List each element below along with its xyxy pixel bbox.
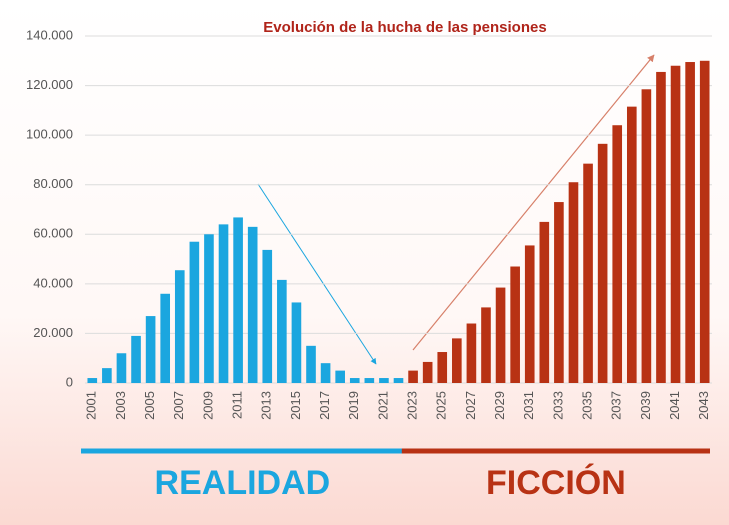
- bar: [320, 363, 331, 383]
- bar: [583, 163, 593, 383]
- bar: [393, 378, 404, 383]
- x-tick-label: 2011: [230, 391, 245, 419]
- bar: [670, 65, 681, 383]
- x-tick-label: 2021: [375, 391, 390, 420]
- bar: [437, 352, 448, 383]
- bar: [699, 60, 710, 384]
- bar: [626, 106, 637, 383]
- y-tick-label: 140.000: [26, 27, 73, 42]
- y-tick-label: 40.000: [33, 275, 73, 290]
- bar: [495, 287, 506, 383]
- bar: [174, 270, 185, 383]
- bar: [364, 378, 375, 383]
- bar: [408, 370, 418, 383]
- bar: [379, 378, 389, 383]
- x-tick-label: 2005: [142, 391, 157, 420]
- bar: [262, 249, 273, 383]
- x-tick-label: 2013: [259, 391, 274, 420]
- y-tick-label: 100.000: [26, 127, 73, 142]
- bar: [539, 221, 550, 383]
- bar: [612, 125, 623, 383]
- x-tick-label: 2041: [667, 391, 682, 420]
- bar: [452, 338, 462, 383]
- legend-label: REALIDAD: [155, 464, 331, 502]
- x-tick-label: 2033: [550, 391, 565, 420]
- bar: [277, 279, 287, 383]
- bar: [218, 224, 229, 383]
- y-tick-label: 0: [66, 374, 73, 389]
- bar: [145, 316, 156, 383]
- bar: [291, 302, 302, 383]
- trend-arrow: [257, 183, 377, 365]
- bar: [131, 335, 141, 383]
- x-tick-label: 2019: [346, 391, 361, 420]
- chart-title: Evolución de la hucha de las pensiones: [263, 19, 546, 36]
- bar: [160, 293, 171, 383]
- bar: [466, 323, 477, 383]
- x-tick-label: 2007: [171, 391, 186, 420]
- x-tick-label: 2003: [113, 391, 128, 420]
- bar: [641, 89, 652, 384]
- y-tick-label: 120.000: [26, 77, 73, 92]
- x-tick-label: 2029: [492, 391, 507, 420]
- bar: [306, 345, 316, 383]
- bar: [597, 143, 608, 383]
- bar: [189, 241, 200, 383]
- bar: [656, 71, 666, 384]
- bar: [685, 62, 695, 384]
- bar: [233, 217, 243, 383]
- bar: [116, 353, 127, 383]
- x-tick-label: 2037: [609, 391, 624, 420]
- bar: [102, 368, 112, 383]
- y-tick-label: 60.000: [33, 226, 73, 241]
- x-tick-label: 2017: [317, 391, 332, 420]
- x-tick-label: 2015: [288, 391, 303, 420]
- bar: [568, 182, 579, 383]
- bar: [481, 307, 491, 383]
- x-tick-label: 2001: [84, 391, 99, 420]
- trend-arrow: [412, 54, 655, 351]
- x-tick-label: 2031: [521, 391, 536, 420]
- x-tick-label: 2009: [200, 391, 215, 420]
- bar: [204, 234, 214, 383]
- y-tick-label: 80.000: [33, 176, 73, 191]
- x-tick-label: 2027: [463, 391, 478, 420]
- bar: [510, 266, 520, 383]
- legend-label: FICCIÓN: [486, 464, 626, 502]
- x-tick-label: 2025: [434, 391, 449, 420]
- bar: [554, 202, 564, 383]
- bar: [247, 226, 258, 383]
- bar: [87, 378, 98, 383]
- y-tick-label: 20.000: [33, 325, 73, 340]
- x-tick-label: 2039: [638, 391, 653, 420]
- x-tick-label: 2035: [579, 391, 594, 420]
- bar: [349, 378, 360, 383]
- bar: [422, 361, 433, 383]
- x-tick-label: 2043: [696, 391, 711, 420]
- bar: [524, 245, 535, 383]
- bar: [335, 370, 345, 383]
- x-tick-label: 2023: [405, 391, 420, 420]
